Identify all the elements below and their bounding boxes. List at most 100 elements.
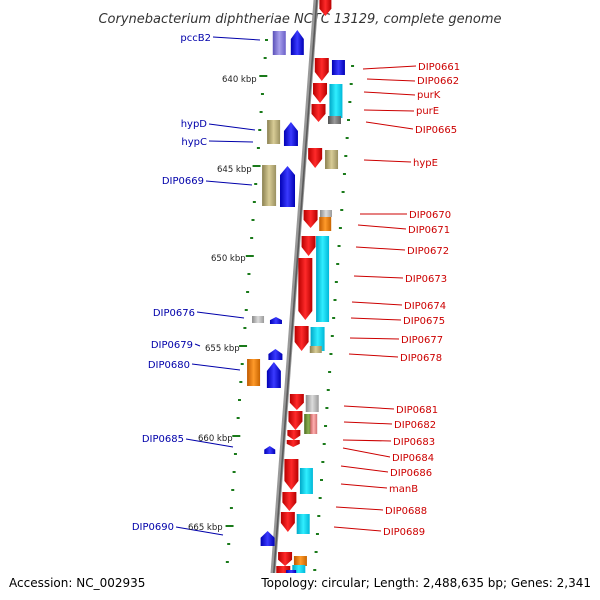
leader-line (191, 363, 241, 371)
gene-arrow-forward (260, 531, 275, 546)
leader-line (196, 311, 245, 319)
gene-arrow-reverse (314, 58, 329, 81)
major-tick (232, 435, 241, 437)
leader-line (185, 438, 234, 448)
minor-tick (233, 453, 237, 455)
scale-label: 665 kbp (188, 523, 223, 533)
leader-line (342, 439, 392, 442)
gene-arrow-forward (283, 122, 298, 146)
minor-tick (317, 515, 321, 517)
gene-label-left: hypD (181, 119, 208, 130)
gene-label-right: DIP0677 (401, 335, 443, 346)
gene-label-right: manB (389, 484, 418, 495)
gene-arrow-forward (266, 362, 281, 388)
minor-tick (314, 551, 318, 553)
minor-tick (318, 497, 322, 499)
map-title: Corynebacterium diphtheriae NCTC 13129, … (98, 12, 501, 27)
gene-label-left: DIP0685 (142, 434, 184, 445)
tick-marks (224, 39, 355, 581)
gene-arrow-reverse (286, 440, 300, 447)
leader-line (340, 483, 388, 489)
gene-arrow-forward (280, 166, 296, 207)
minor-tick (238, 399, 241, 401)
minor-tick (347, 119, 350, 121)
minor-tick (336, 263, 340, 265)
gene-label-left: DIP0679 (151, 340, 193, 351)
minor-tick (225, 561, 229, 563)
leader-line (365, 121, 414, 130)
minor-tick (259, 111, 263, 113)
gene-arrow-reverse (288, 411, 303, 430)
gene-arrow-forward (268, 349, 283, 360)
gene-block (293, 556, 307, 566)
minor-tick (348, 101, 352, 103)
minor-tick (247, 273, 251, 275)
minor-tick (340, 209, 344, 211)
major-tick (225, 525, 234, 527)
minor-tick (254, 183, 258, 185)
leader-line (348, 353, 399, 358)
gene-label-right: DIP0661 (418, 62, 460, 73)
leader-line (363, 91, 416, 96)
minor-tick (258, 129, 262, 131)
gene-label-right: DIP0670 (409, 210, 451, 221)
gene-arrow-reverse (298, 258, 313, 320)
genome-backbone (268, 0, 319, 600)
gene-label-right: DIP0665 (415, 125, 457, 136)
major-tick (259, 75, 268, 77)
label-leader-lines (175, 36, 417, 536)
gene-block (310, 414, 318, 434)
gene-block (328, 116, 341, 124)
gene-block (272, 31, 286, 55)
gene-block (305, 395, 319, 412)
minor-tick (315, 533, 319, 535)
scale-label: 640 kbp (222, 75, 257, 85)
leader-line (349, 337, 400, 340)
gene-block (310, 327, 325, 351)
minor-tick (334, 281, 338, 283)
gene-arrow-reverse (301, 236, 316, 256)
leader-line (342, 447, 391, 458)
gene-label-right: DIP0674 (404, 301, 446, 312)
gene-label-left: DIP0669 (162, 176, 204, 187)
gene-block (267, 120, 281, 144)
accession-text: Accession: NC_002935 (9, 576, 145, 590)
gene-block (299, 468, 313, 494)
minor-tick (251, 219, 255, 221)
gene-label-left: DIP0676 (153, 308, 195, 319)
minor-tick (351, 65, 355, 67)
gene-arrow-forward (264, 446, 276, 454)
minor-tick (263, 57, 267, 59)
leader-line (208, 123, 256, 131)
minor-tick (332, 317, 336, 319)
topology-text: Topology: circular; Length: 2,488,635 bp… (260, 576, 591, 590)
gene-arrow-reverse (280, 512, 295, 532)
gene-block (262, 165, 277, 206)
genes (247, 0, 345, 600)
gene-label-right: DIP0672 (407, 246, 449, 257)
leader-line (357, 224, 407, 230)
gene-label-right: DIP0683 (393, 437, 435, 448)
gene-label-left: hypC (181, 137, 207, 148)
minor-tick (321, 461, 325, 463)
leader-line (366, 78, 416, 82)
minor-tick (236, 417, 240, 419)
gene-label-right: DIP0682 (394, 420, 436, 431)
leader-line (335, 506, 384, 511)
minor-tick (324, 425, 328, 427)
gene-label-left: pccB2 (180, 33, 211, 44)
minor-tick (342, 173, 346, 175)
gene-label-right: DIP0688 (385, 506, 427, 517)
minor-tick (341, 191, 345, 193)
gene-block (331, 60, 345, 75)
leader-line (362, 65, 417, 70)
minor-tick (246, 291, 250, 293)
gene-label-right: DIP0662 (417, 76, 459, 87)
gene-block (319, 217, 332, 231)
minor-tick (243, 327, 247, 329)
minor-tick (345, 137, 349, 139)
minor-tick (325, 407, 329, 409)
leader-line (194, 343, 201, 347)
minor-tick (250, 237, 254, 239)
